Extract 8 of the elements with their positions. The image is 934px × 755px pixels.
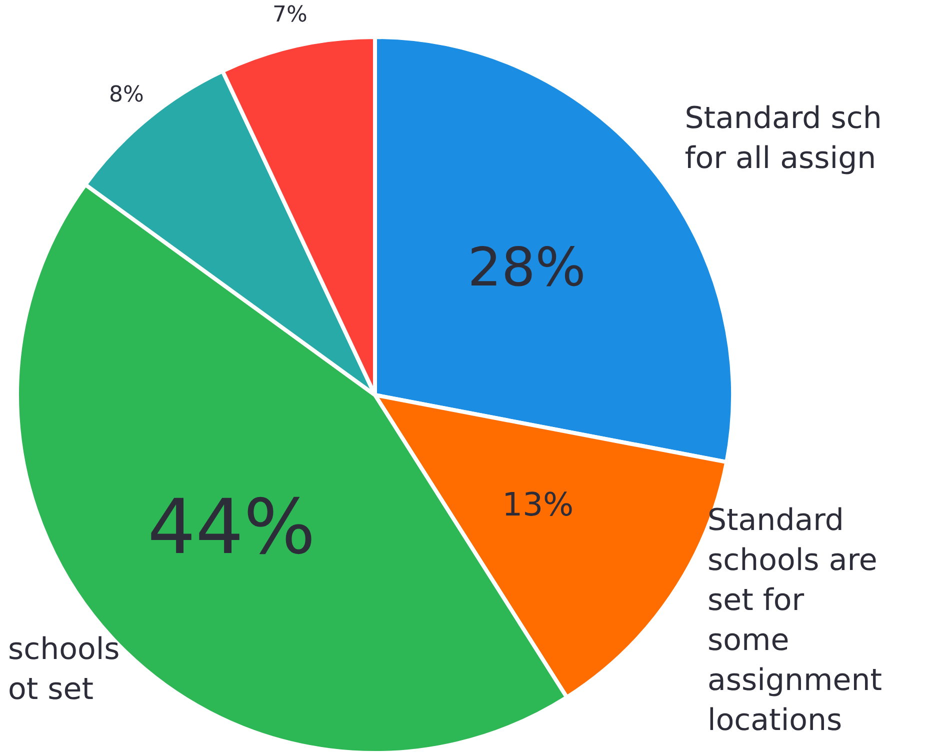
slice-label: Standard sch for all assign [684, 100, 882, 176]
slice-label: schools ot set [8, 632, 120, 708]
data-label: 7% [272, 2, 308, 28]
data-label: 44% [147, 482, 316, 571]
slice-label: Standard schools are set for some assignment locations [707, 502, 882, 738]
data-label: 8% [108, 82, 144, 108]
data-label: 28% [468, 236, 586, 298]
data-label: 13% [502, 486, 574, 524]
